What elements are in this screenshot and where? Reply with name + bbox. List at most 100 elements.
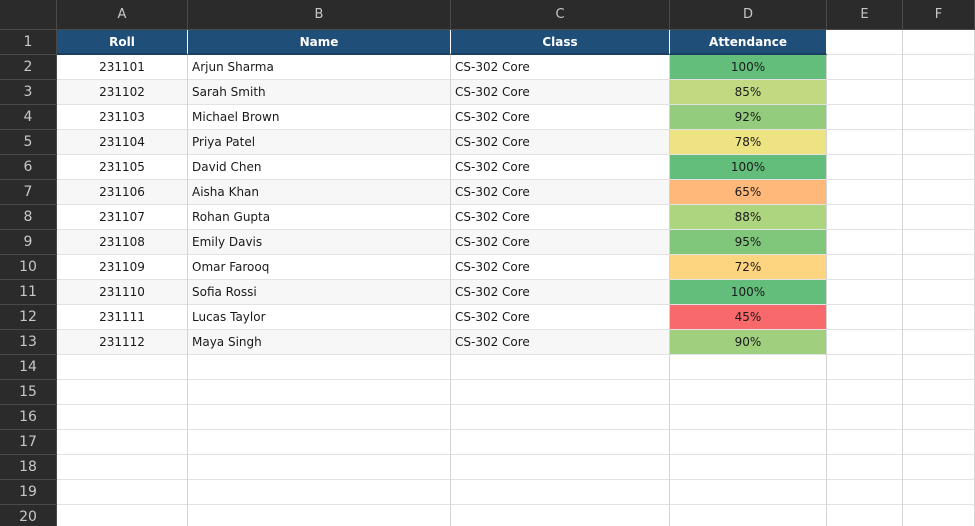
row-header[interactable]: 12: [0, 305, 57, 330]
empty-cell[interactable]: [451, 355, 670, 380]
empty-cell[interactable]: [188, 505, 451, 526]
empty-cell[interactable]: [903, 380, 975, 405]
attendance-cell[interactable]: 100%: [670, 155, 827, 180]
row-header[interactable]: 11: [0, 280, 57, 305]
empty-cell[interactable]: [451, 480, 670, 505]
empty-cell[interactable]: [827, 430, 903, 455]
column-header-c[interactable]: C: [451, 0, 670, 30]
name-cell[interactable]: Maya Singh: [188, 330, 451, 355]
empty-cell[interactable]: [903, 330, 975, 355]
select-all-corner[interactable]: [0, 0, 57, 30]
name-cell[interactable]: Lucas Taylor: [188, 305, 451, 330]
name-cell[interactable]: Priya Patel: [188, 130, 451, 155]
empty-cell[interactable]: [670, 405, 827, 430]
class-cell[interactable]: CS-302 Core: [451, 305, 670, 330]
attendance-cell[interactable]: 72%: [670, 255, 827, 280]
empty-cell[interactable]: [903, 480, 975, 505]
empty-cell[interactable]: [57, 455, 188, 480]
class-cell[interactable]: CS-302 Core: [451, 330, 670, 355]
class-cell[interactable]: CS-302 Core: [451, 155, 670, 180]
empty-cell[interactable]: [451, 405, 670, 430]
empty-cell[interactable]: [57, 505, 188, 526]
class-cell[interactable]: CS-302 Core: [451, 180, 670, 205]
row-header[interactable]: 13: [0, 330, 57, 355]
roll-cell[interactable]: 231110: [57, 280, 188, 305]
empty-cell[interactable]: [670, 355, 827, 380]
attendance-cell[interactable]: 45%: [670, 305, 827, 330]
name-cell[interactable]: Sarah Smith: [188, 80, 451, 105]
empty-cell[interactable]: [827, 80, 903, 105]
empty-cell[interactable]: [827, 505, 903, 526]
empty-cell[interactable]: [903, 305, 975, 330]
empty-cell[interactable]: [188, 405, 451, 430]
row-header[interactable]: 6: [0, 155, 57, 180]
empty-cell[interactable]: [188, 380, 451, 405]
roll-cell[interactable]: 231108: [57, 230, 188, 255]
empty-cell[interactable]: [903, 155, 975, 180]
empty-cell[interactable]: [827, 280, 903, 305]
empty-cell[interactable]: [903, 55, 975, 80]
empty-cell[interactable]: [451, 455, 670, 480]
empty-cell[interactable]: [827, 55, 903, 80]
empty-cell[interactable]: [827, 130, 903, 155]
class-cell[interactable]: CS-302 Core: [451, 280, 670, 305]
empty-cell[interactable]: [903, 505, 975, 526]
column-header-b[interactable]: B: [188, 0, 451, 30]
empty-cell[interactable]: [827, 180, 903, 205]
empty-cell[interactable]: [451, 430, 670, 455]
empty-cell[interactable]: [827, 155, 903, 180]
column-header-d[interactable]: D: [670, 0, 827, 30]
header-roll[interactable]: Roll: [57, 30, 188, 55]
name-cell[interactable]: Sofia Rossi: [188, 280, 451, 305]
column-header-f[interactable]: F: [903, 0, 975, 30]
empty-cell[interactable]: [827, 380, 903, 405]
name-cell[interactable]: David Chen: [188, 155, 451, 180]
empty-cell[interactable]: [827, 330, 903, 355]
empty-cell[interactable]: [57, 380, 188, 405]
row-header[interactable]: 3: [0, 80, 57, 105]
row-header[interactable]: 17: [0, 430, 57, 455]
name-cell[interactable]: Arjun Sharma: [188, 55, 451, 80]
row-header[interactable]: 5: [0, 130, 57, 155]
empty-cell[interactable]: [903, 130, 975, 155]
name-cell[interactable]: Omar Farooq: [188, 255, 451, 280]
class-cell[interactable]: CS-302 Core: [451, 255, 670, 280]
roll-cell[interactable]: 231107: [57, 205, 188, 230]
attendance-cell[interactable]: 90%: [670, 330, 827, 355]
row-header[interactable]: 18: [0, 455, 57, 480]
attendance-cell[interactable]: 85%: [670, 80, 827, 105]
row-header[interactable]: 9: [0, 230, 57, 255]
empty-cell[interactable]: [57, 355, 188, 380]
empty-cell[interactable]: [451, 505, 670, 526]
class-cell[interactable]: CS-302 Core: [451, 230, 670, 255]
empty-cell[interactable]: [903, 405, 975, 430]
name-cell[interactable]: Rohan Gupta: [188, 205, 451, 230]
roll-cell[interactable]: 231112: [57, 330, 188, 355]
roll-cell[interactable]: 231111: [57, 305, 188, 330]
roll-cell[interactable]: 231106: [57, 180, 188, 205]
empty-cell[interactable]: [903, 455, 975, 480]
class-cell[interactable]: CS-302 Core: [451, 80, 670, 105]
header-name[interactable]: Name: [188, 30, 451, 55]
attendance-cell[interactable]: 78%: [670, 130, 827, 155]
empty-cell[interactable]: [903, 280, 975, 305]
empty-cell[interactable]: [827, 255, 903, 280]
empty-cell[interactable]: [188, 355, 451, 380]
empty-cell[interactable]: [903, 180, 975, 205]
empty-cell[interactable]: [903, 80, 975, 105]
row-header[interactable]: 19: [0, 480, 57, 505]
attendance-cell[interactable]: 65%: [670, 180, 827, 205]
empty-cell[interactable]: [57, 405, 188, 430]
attendance-cell[interactable]: 88%: [670, 205, 827, 230]
empty-cell[interactable]: [827, 305, 903, 330]
empty-cell[interactable]: [903, 205, 975, 230]
empty-cell[interactable]: [827, 455, 903, 480]
name-cell[interactable]: Michael Brown: [188, 105, 451, 130]
cell-f1[interactable]: [903, 30, 975, 55]
name-cell[interactable]: Emily Davis: [188, 230, 451, 255]
attendance-cell[interactable]: 100%: [670, 280, 827, 305]
row-header[interactable]: 20: [0, 505, 57, 526]
empty-cell[interactable]: [670, 480, 827, 505]
empty-cell[interactable]: [188, 455, 451, 480]
empty-cell[interactable]: [903, 355, 975, 380]
